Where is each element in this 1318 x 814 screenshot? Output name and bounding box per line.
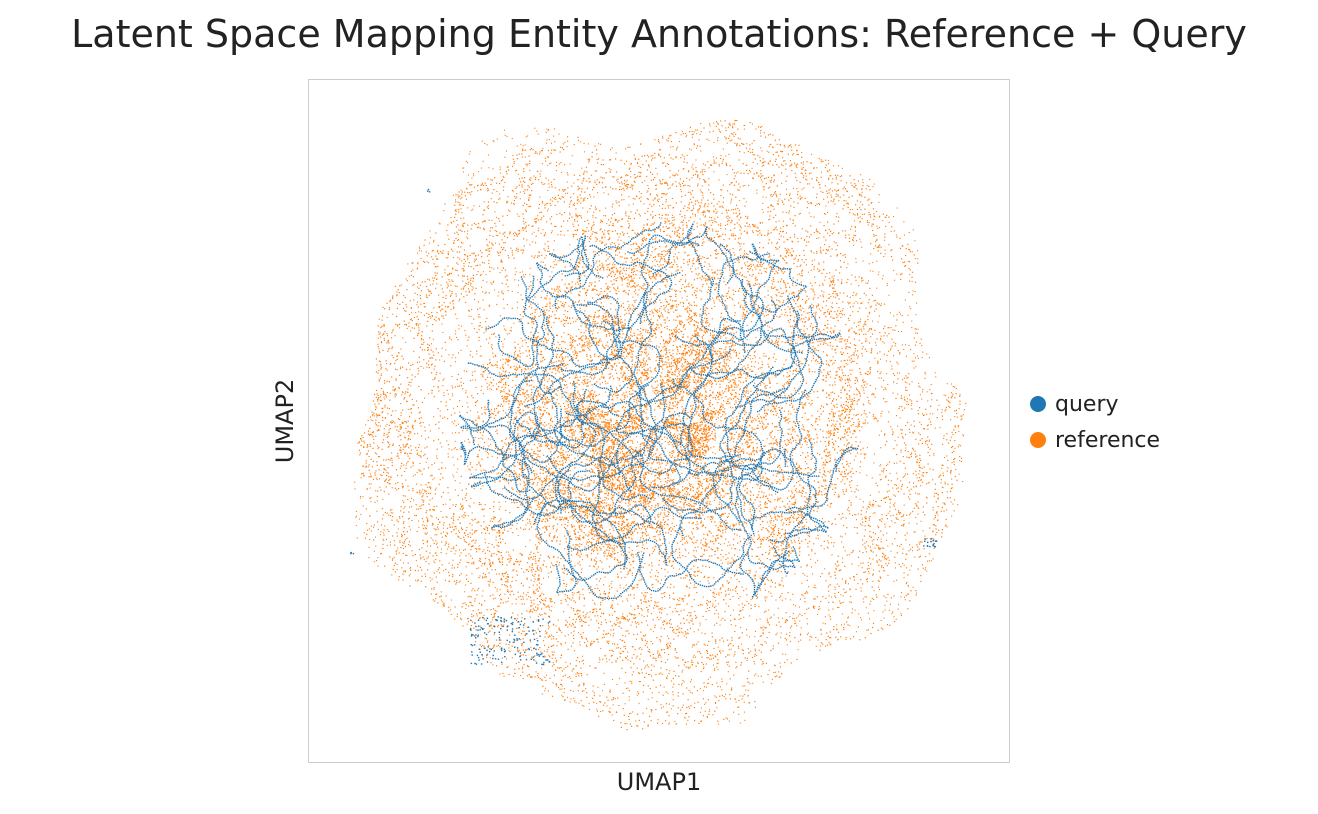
series-query-points [350, 189, 937, 665]
legend-item-query: query [1030, 386, 1160, 422]
y-axis-label: UMAP2 [271, 379, 299, 463]
legend-marker-reference [1030, 432, 1046, 448]
scatter-plot [309, 80, 1009, 762]
plot-area [308, 79, 1010, 763]
legend: query reference [1030, 386, 1160, 458]
chart-title: Latent Space Mapping Entity Annotations:… [0, 12, 1318, 56]
legend-label-query: query [1055, 392, 1119, 417]
series-reference-points [354, 120, 966, 731]
legend-marker-query [1030, 396, 1046, 412]
x-axis-label: UMAP1 [308, 768, 1010, 796]
legend-label-reference: reference [1055, 428, 1160, 453]
legend-item-reference: reference [1030, 422, 1160, 458]
